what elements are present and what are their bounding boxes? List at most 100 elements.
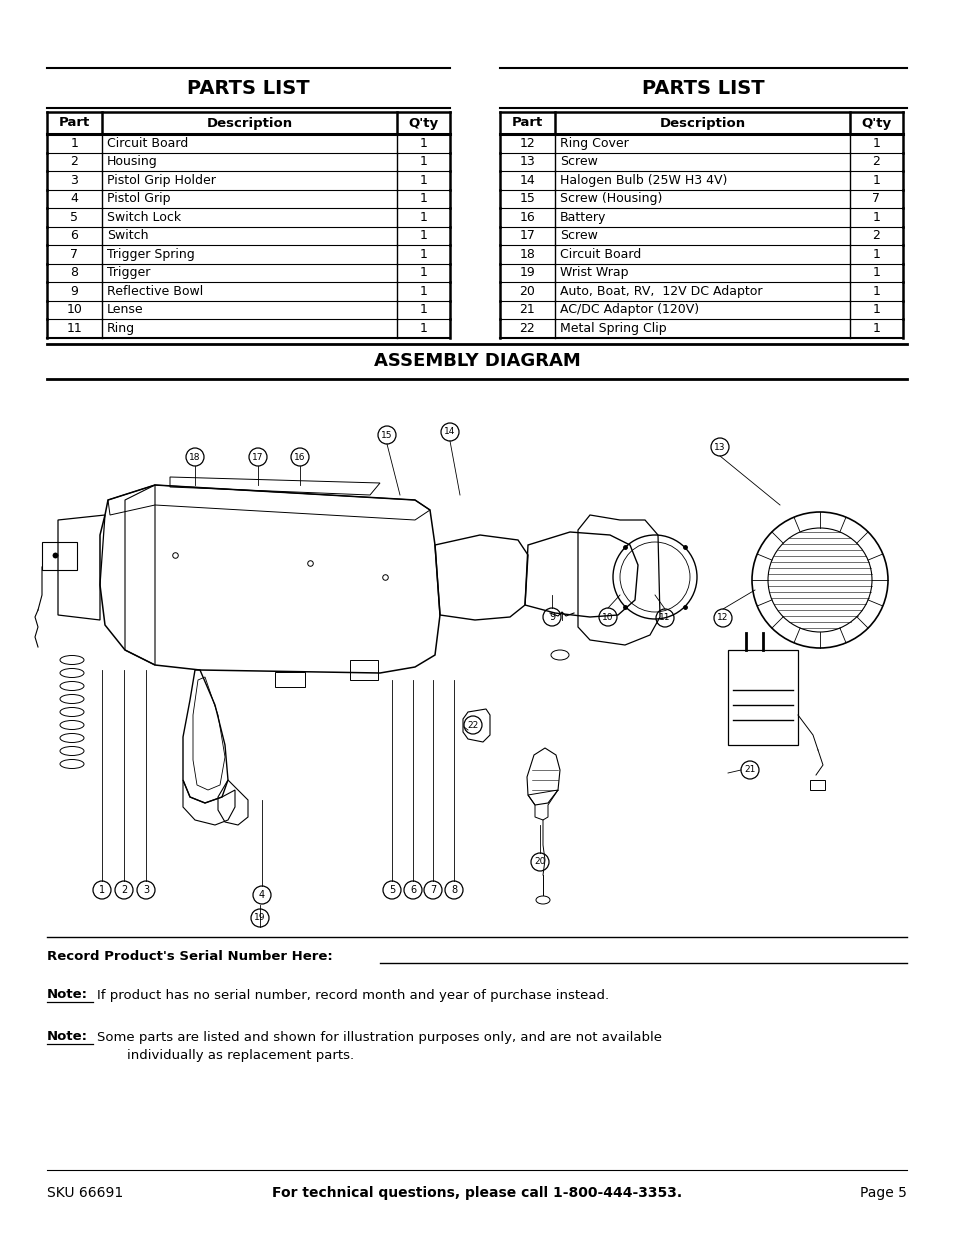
Text: 1: 1 [872, 322, 880, 335]
Text: Circuit Board: Circuit Board [559, 248, 640, 261]
Text: 21: 21 [743, 766, 755, 774]
Text: 18: 18 [519, 248, 535, 261]
Text: 5: 5 [389, 885, 395, 895]
Text: 21: 21 [519, 304, 535, 316]
Text: 20: 20 [534, 857, 545, 867]
Text: Description: Description [659, 116, 745, 130]
Text: Note:: Note: [47, 1030, 88, 1044]
Text: 1: 1 [872, 304, 880, 316]
Text: 1: 1 [419, 156, 427, 168]
Text: 9: 9 [548, 613, 555, 622]
Text: 16: 16 [519, 211, 535, 224]
Text: Battery: Battery [559, 211, 606, 224]
Text: Description: Description [206, 116, 293, 130]
Text: 13: 13 [714, 442, 725, 452]
Text: Housing: Housing [107, 156, 157, 168]
Text: PARTS LIST: PARTS LIST [641, 79, 764, 98]
Text: 2: 2 [872, 230, 880, 242]
Text: 8: 8 [71, 267, 78, 279]
Text: 17: 17 [519, 230, 535, 242]
Text: 5: 5 [71, 211, 78, 224]
Text: Trigger: Trigger [107, 267, 151, 279]
Text: 11: 11 [67, 322, 82, 335]
Text: 12: 12 [717, 614, 728, 622]
Text: 11: 11 [659, 614, 670, 622]
Text: 1: 1 [872, 174, 880, 186]
Text: Reflective Bowl: Reflective Bowl [107, 285, 203, 298]
Text: PARTS LIST: PARTS LIST [187, 79, 310, 98]
Text: ASSEMBLY DIAGRAM: ASSEMBLY DIAGRAM [374, 352, 579, 370]
Text: 22: 22 [467, 720, 478, 730]
Text: Halogen Bulb (25W H3 4V): Halogen Bulb (25W H3 4V) [559, 174, 726, 186]
Text: Part: Part [512, 116, 542, 130]
Text: Screw: Screw [559, 156, 598, 168]
Text: Trigger Spring: Trigger Spring [107, 248, 194, 261]
Text: 15: 15 [381, 431, 393, 440]
Text: 16: 16 [294, 452, 305, 462]
Text: 15: 15 [519, 193, 535, 205]
Text: 4: 4 [71, 193, 78, 205]
Text: Ring Cover: Ring Cover [559, 137, 628, 149]
Text: Q'ty: Q'ty [408, 116, 438, 130]
Text: 10: 10 [67, 304, 82, 316]
Text: Record Product's Serial Number Here:: Record Product's Serial Number Here: [47, 951, 333, 963]
Text: 1: 1 [419, 193, 427, 205]
Text: 7: 7 [430, 885, 436, 895]
Text: 1: 1 [99, 885, 105, 895]
Text: 2: 2 [872, 156, 880, 168]
Text: 1: 1 [872, 211, 880, 224]
Text: 19: 19 [254, 914, 266, 923]
Text: For technical questions, please call 1-800-444-3353.: For technical questions, please call 1-8… [272, 1186, 681, 1200]
Text: 18: 18 [189, 452, 200, 462]
Text: 1: 1 [419, 267, 427, 279]
Text: 10: 10 [601, 613, 613, 621]
Text: 1: 1 [419, 248, 427, 261]
Text: Screw (Housing): Screw (Housing) [559, 193, 661, 205]
Text: 1: 1 [71, 137, 78, 149]
Text: 17: 17 [252, 452, 263, 462]
Text: 13: 13 [519, 156, 535, 168]
Text: Part: Part [59, 116, 90, 130]
Text: 3: 3 [143, 885, 149, 895]
Text: 1: 1 [419, 304, 427, 316]
Text: 20: 20 [519, 285, 535, 298]
Text: SKU 66691: SKU 66691 [47, 1186, 123, 1200]
Text: Q'ty: Q'ty [861, 116, 891, 130]
Text: 1: 1 [419, 230, 427, 242]
Text: 7: 7 [71, 248, 78, 261]
Text: 1: 1 [872, 137, 880, 149]
Text: 8: 8 [451, 885, 456, 895]
Text: 14: 14 [444, 427, 456, 436]
Text: individually as replacement parts.: individually as replacement parts. [127, 1049, 354, 1062]
Text: 7: 7 [872, 193, 880, 205]
Text: 1: 1 [419, 174, 427, 186]
Text: Wrist Wrap: Wrist Wrap [559, 267, 628, 279]
Text: If product has no serial number, record month and year of purchase instead.: If product has no serial number, record … [97, 988, 608, 1002]
Text: 1: 1 [419, 322, 427, 335]
Text: 1: 1 [419, 137, 427, 149]
Text: 3: 3 [71, 174, 78, 186]
Text: 1: 1 [419, 285, 427, 298]
Text: AC/DC Adaptor (120V): AC/DC Adaptor (120V) [559, 304, 699, 316]
Text: 6: 6 [71, 230, 78, 242]
Text: Switch: Switch [107, 230, 149, 242]
Text: Page 5: Page 5 [860, 1186, 906, 1200]
Text: Some parts are listed and shown for illustration purposes only, and are not avai: Some parts are listed and shown for illu… [97, 1030, 661, 1044]
Text: Switch Lock: Switch Lock [107, 211, 181, 224]
Text: 1: 1 [872, 285, 880, 298]
Text: 4: 4 [258, 890, 265, 900]
Text: 2: 2 [71, 156, 78, 168]
Text: 12: 12 [519, 137, 535, 149]
Text: Circuit Board: Circuit Board [107, 137, 188, 149]
Text: Pistol Grip Holder: Pistol Grip Holder [107, 174, 215, 186]
Text: Metal Spring Clip: Metal Spring Clip [559, 322, 666, 335]
Text: Screw: Screw [559, 230, 598, 242]
Text: 1: 1 [872, 267, 880, 279]
Text: 14: 14 [519, 174, 535, 186]
Text: 1: 1 [872, 248, 880, 261]
Text: 1: 1 [419, 211, 427, 224]
Text: Ring: Ring [107, 322, 135, 335]
Text: Pistol Grip: Pistol Grip [107, 193, 171, 205]
Text: 22: 22 [519, 322, 535, 335]
Text: 2: 2 [121, 885, 127, 895]
